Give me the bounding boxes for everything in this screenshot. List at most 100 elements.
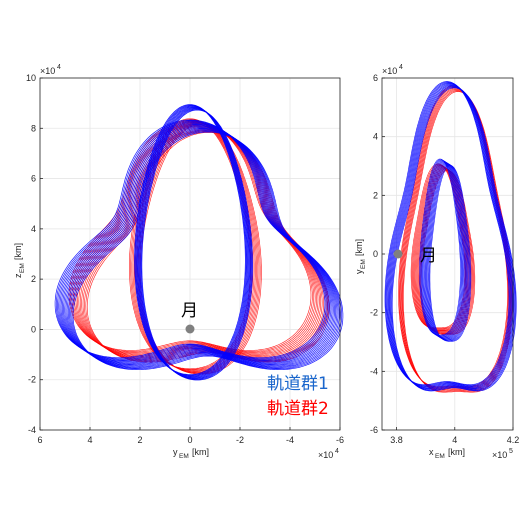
left-ylabel-main: z <box>13 273 23 278</box>
right-x-exponent: ×10 5 <box>492 448 513 460</box>
orbit-group-2-path <box>137 122 260 374</box>
orbit-group-1-path <box>57 121 328 360</box>
orbit-group-1-path <box>58 122 329 361</box>
left-orbits <box>54 104 344 381</box>
right-y-exponent-base: ×10 <box>382 66 397 76</box>
right-ticks: 3.8 4 4.2 -6 -4 -2 0 2 4 6 <box>370 73 519 445</box>
left-x-tick-label: -2 <box>236 435 244 445</box>
left-y-tick-label: -4 <box>28 425 36 435</box>
orbit-group-1-path <box>67 128 339 367</box>
left-x-exponent-base: ×10 <box>318 450 333 460</box>
left-x-tick-label: 0 <box>187 435 192 445</box>
orbit-group-1-path <box>389 85 515 390</box>
orbit-group-1-path <box>387 83 513 388</box>
orbit-group-1-path <box>384 81 510 386</box>
left-x-tick-label: 2 <box>137 435 142 445</box>
orbit-group-1-path <box>135 105 248 377</box>
orbit-group-1-path <box>425 162 468 340</box>
orbit-group-1-path <box>135 104 247 376</box>
left-xlabel-unit: [km] <box>192 447 209 457</box>
left-x-tick-label: 6 <box>37 435 42 445</box>
orbit-group-1-path <box>426 163 468 340</box>
orbit-group-1-path <box>134 104 246 375</box>
left-y-tick-label: 6 <box>31 174 36 184</box>
right-y-tick-label: -4 <box>370 366 378 376</box>
orbit-group-2-path <box>68 120 312 351</box>
legend: 軌道群1 軌道群2 <box>267 374 329 419</box>
orbit-group-1-path <box>69 129 340 368</box>
right-y-tick-label: -2 <box>370 308 378 318</box>
orbit-group-1-path <box>429 165 472 342</box>
right-ylabel-main: y <box>354 269 364 274</box>
orbit-group-1-path <box>427 163 469 341</box>
right-xlabel-unit: [km] <box>448 447 465 457</box>
right-ylabel-unit: [km] <box>354 239 364 256</box>
orbit-group-1-path <box>138 107 250 378</box>
right-xlabel-main: x <box>429 447 434 457</box>
left-y-tick-label: 0 <box>31 324 36 334</box>
orbit-group-1-path <box>428 164 471 342</box>
orbit-group-1-path <box>388 84 514 389</box>
left-x-axis-label: y EM [km] <box>173 447 209 460</box>
left-y-axis-label: z EM [km] <box>13 243 26 278</box>
right-y-exponent: ×10 4 <box>382 64 403 76</box>
right-ylabel-sub: EM <box>360 259 367 269</box>
left-x-exponent-power: 4 <box>335 448 339 455</box>
orbit-group-1-path <box>387 83 512 388</box>
orbit-group-1-path <box>136 105 249 377</box>
orbit-group-1-path <box>391 87 517 392</box>
left-x-exponent: ×10 4 <box>318 448 339 460</box>
left-xlabel-sub: EM <box>179 453 189 460</box>
orbit-group-1-path <box>137 106 249 378</box>
left-xlabel-main: y <box>173 447 178 457</box>
orbit-group-1-path <box>54 119 326 359</box>
orbit-group-1-path <box>139 107 251 379</box>
right-x-exponent-power: 5 <box>509 448 513 455</box>
orbit-group-1-path <box>391 86 516 391</box>
right-y-tick-label: -6 <box>370 425 378 435</box>
orbit-group-1-path <box>139 108 252 380</box>
orbit-group-1-path <box>71 130 343 370</box>
right-x-exponent-base: ×10 <box>492 450 507 460</box>
orbit-group-1-path <box>60 123 332 363</box>
orbit-group-2-path <box>410 163 466 329</box>
orbit-group-1-path <box>65 126 337 366</box>
left-y-exponent-base: ×10 <box>40 66 55 76</box>
orbit-group-2-path <box>403 91 513 393</box>
orbit-group-1-path <box>385 81 511 386</box>
right-x-tick-label: 3.8 <box>390 435 403 445</box>
left-y-tick-label: 2 <box>31 274 36 284</box>
left-y-tick-label: 4 <box>31 224 36 234</box>
orbit-group-1-path <box>61 124 333 363</box>
left-moon-marker <box>185 324 195 334</box>
right-x-tick-label: 4 <box>452 435 457 445</box>
orbit-group-1-path <box>55 120 327 359</box>
orbit-group-1-path <box>420 159 462 336</box>
right-x-tick-label: 4.2 <box>507 435 520 445</box>
orbit-group-1-path <box>72 131 344 371</box>
orbit-group-1-path <box>428 164 470 341</box>
orbit-group-1-path <box>422 160 464 338</box>
right-y-tick-label: 6 <box>373 73 378 83</box>
orbit-group-1-path <box>386 82 511 387</box>
orbit-group-1-path <box>424 162 467 339</box>
right-y-tick-label: 4 <box>373 132 378 142</box>
left-x-tick-label: -4 <box>286 435 294 445</box>
orbit-group-1-path <box>421 160 464 337</box>
right-y-exponent-power: 4 <box>399 64 403 71</box>
orbit-group-1-path <box>64 126 335 365</box>
orbit-group-1-path <box>66 127 338 367</box>
orbit-group-1-path <box>424 161 466 339</box>
left-x-tick-label: -6 <box>336 435 344 445</box>
right-y-tick-label: 0 <box>373 249 378 259</box>
left-y-tick-label: 8 <box>31 123 36 133</box>
left-ticks: 6 4 2 0 -2 -4 -6 -4 -2 0 2 4 6 8 10 <box>26 73 344 445</box>
right-moon-label: 月 <box>420 246 437 266</box>
orbit-group-1-path <box>420 159 463 337</box>
right-y-axis-label: y EM [km] <box>354 239 367 274</box>
legend-item-group-1: 軌道群1 <box>267 374 329 394</box>
left-panel: 6 4 2 0 -2 -4 -6 -4 -2 0 2 4 6 8 10 ×10 4 ×10 4 y EM [… <box>13 64 344 460</box>
left-ylabel-unit: [km] <box>13 243 23 260</box>
